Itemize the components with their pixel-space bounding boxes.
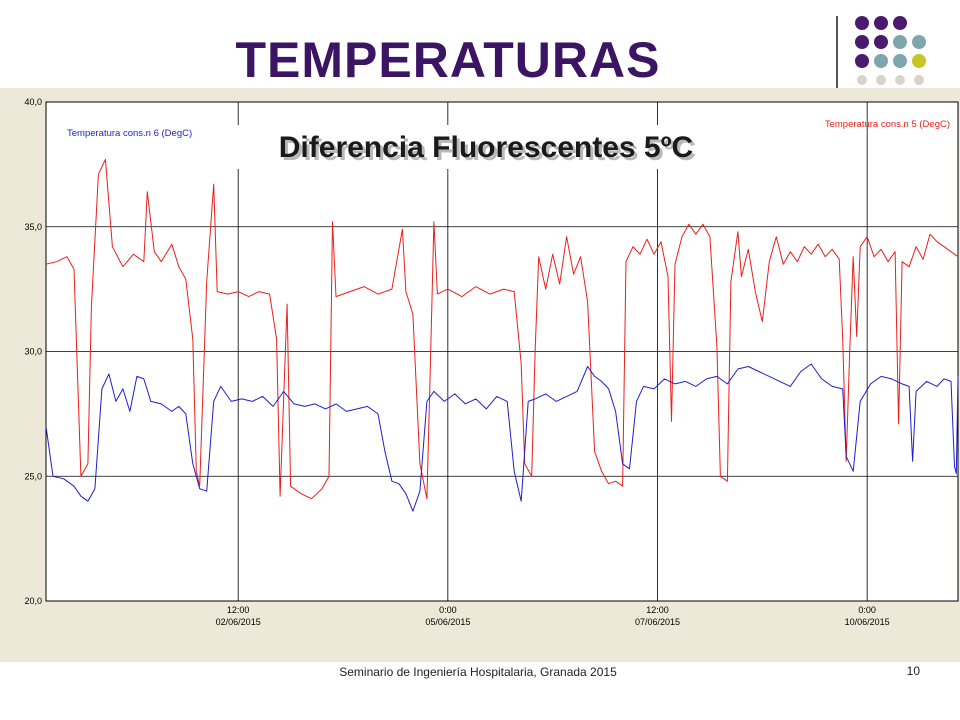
x-tick-date: 10/06/2015: [845, 617, 890, 627]
y-tick-label: 20,0: [24, 596, 42, 606]
decorative-dot: [914, 75, 924, 85]
decorative-dot: [874, 54, 888, 68]
x-tick-time: 0:00: [858, 605, 876, 615]
chart-title-shadow: Diferencia Fluorescentes 5ºC: [282, 134, 696, 167]
decorative-dot: [855, 16, 869, 30]
y-tick-label: 35,0: [24, 222, 42, 232]
temperature-chart: 20,0 25,0 30,0 35,0 40,0 12:00 02/06/2015 0:00…: [24, 97, 959, 627]
chart-title-box: [228, 125, 746, 169]
title-divider: [836, 16, 838, 88]
y-axis-ticks: 20,0 25,0 30,0 35,0 40,0: [24, 97, 42, 606]
x-axis-ticks: 12:00 02/06/2015 0:00 05/06/2015 12:00 07/06/…: [216, 605, 890, 627]
footer-text: Seminario de Ingeniería Hospitalaria, Gr…: [339, 665, 617, 679]
x-tick-date: 05/06/2015: [425, 617, 470, 627]
decorative-dot: [893, 16, 907, 30]
decorative-dot-grid: [855, 16, 926, 85]
decorative-dot: [893, 35, 907, 49]
chart-panel: 20,0 25,0 30,0 35,0 40,0 12:00 02/06/2015 0:00…: [0, 88, 960, 662]
decorative-dot: [912, 54, 926, 68]
decorative-dot: [912, 35, 926, 49]
series-lines: [45, 158, 959, 512]
y-tick-label: 40,0: [24, 97, 42, 107]
series-line-cons5: [45, 158, 959, 500]
decorative-dot: [855, 54, 869, 68]
page-number: 10: [906, 664, 920, 678]
decorative-dot: [893, 54, 907, 68]
decorative-dot: [874, 35, 888, 49]
slide-title: TEMPERATURAS: [235, 32, 661, 88]
grid-lines: [46, 101, 958, 602]
decorative-dot: [855, 35, 869, 49]
y-tick-label: 30,0: [24, 347, 42, 357]
decorative-dot: [895, 75, 905, 85]
x-tick-date: 02/06/2015: [216, 617, 261, 627]
legend-right: Temperatura cons.n 5 (DegC): [825, 119, 950, 130]
x-tick-date: 07/06/2015: [635, 617, 680, 627]
y-tick-label: 25,0: [24, 471, 42, 481]
x-tick-time: 0:00: [439, 605, 457, 615]
series-line-cons6: [45, 363, 959, 512]
legend-left: Temperatura cons.n 6 (DegC): [67, 128, 192, 139]
decorative-dot: [876, 75, 886, 85]
x-tick-time: 12:00: [227, 605, 250, 615]
decorative-dot: [857, 75, 867, 85]
decorative-dot: [874, 16, 888, 30]
chart-title: Diferencia Fluorescentes 5ºC: [279, 131, 693, 164]
x-tick-time: 12:00: [646, 605, 669, 615]
